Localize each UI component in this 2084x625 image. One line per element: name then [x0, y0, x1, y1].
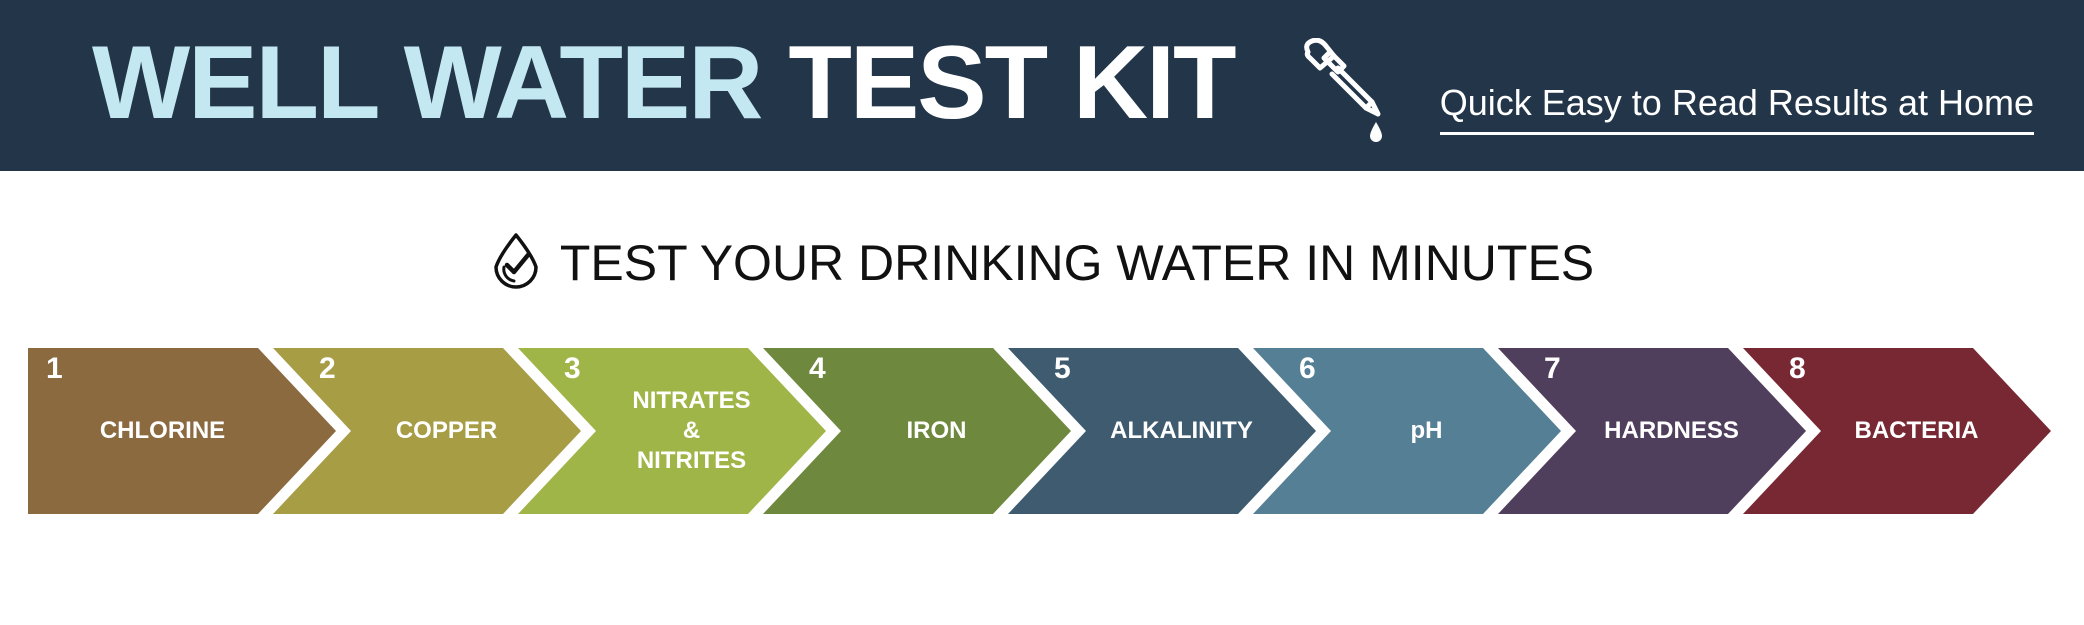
- step-copper: 2 COPPER: [273, 348, 581, 514]
- step-label: NITRATES & NITRITES: [632, 387, 751, 474]
- subheading: TEST YOUR DRINKING WATER IN MINUTES: [0, 228, 2084, 298]
- step-label: BACTERIA: [1854, 417, 1979, 444]
- step-chlorine: 1 CHLORINE: [28, 348, 336, 514]
- step-alkalinity: 5 ALKALINITY: [1008, 348, 1316, 514]
- step-chevron: [1008, 348, 1316, 514]
- step-label: IRON: [906, 417, 967, 444]
- page-title: WELL WATER TEST KIT: [92, 25, 1237, 141]
- step-chevron: [763, 348, 1071, 514]
- step-nitrates-nitrites: 3 NITRATES & NITRITES: [518, 348, 826, 514]
- step-label: COPPER: [395, 417, 498, 444]
- step-chevron: [1743, 348, 2051, 514]
- step-number: 1: [46, 352, 63, 385]
- step-chevron: [1253, 348, 1561, 514]
- subheading-text: TEST YOUR DRINKING WATER IN MINUTES: [559, 235, 1595, 291]
- step-number: 8: [1789, 352, 1806, 385]
- step-label: HARDNESS: [1604, 417, 1739, 444]
- title-part-test-kit: TEST KIT: [788, 25, 1236, 141]
- step-chevron: [28, 348, 336, 514]
- step-label: pH: [1410, 417, 1443, 444]
- step-hardness: 7 HARDNESS: [1498, 348, 1806, 514]
- step-number: 6: [1299, 352, 1316, 385]
- tagline-link[interactable]: Quick Easy to Read Results at Home: [1439, 80, 2034, 135]
- step-chevron: [518, 348, 826, 514]
- step-label: CHLORINE: [99, 417, 226, 444]
- step-number: 7: [1544, 352, 1561, 385]
- step-iron: 4 IRON: [763, 348, 1071, 514]
- step-bacteria: 8 BACTERIA: [1743, 348, 2051, 514]
- step-number: 2: [319, 352, 336, 385]
- step-number: 3: [564, 352, 581, 385]
- step-number: 5: [1054, 352, 1071, 385]
- test-steps: 1 CHLORINE 2 COPPER 3 NITRATES & NITRITES 4 IRO…: [0, 348, 2084, 514]
- step-chevron: [273, 348, 581, 514]
- water-drop-check-icon: [494, 233, 538, 289]
- header-banner: WELL WATER TEST KIT Quick Easy to Read R…: [0, 0, 2084, 171]
- step-chevron: [1498, 348, 1806, 514]
- dropper-icon: [1304, 38, 1382, 142]
- step-label: ALKALINITY: [1110, 417, 1253, 444]
- title-part-well-water: WELL WATER: [92, 25, 763, 141]
- step-number: 4: [809, 352, 826, 385]
- step-ph: 6 pH: [1253, 348, 1561, 514]
